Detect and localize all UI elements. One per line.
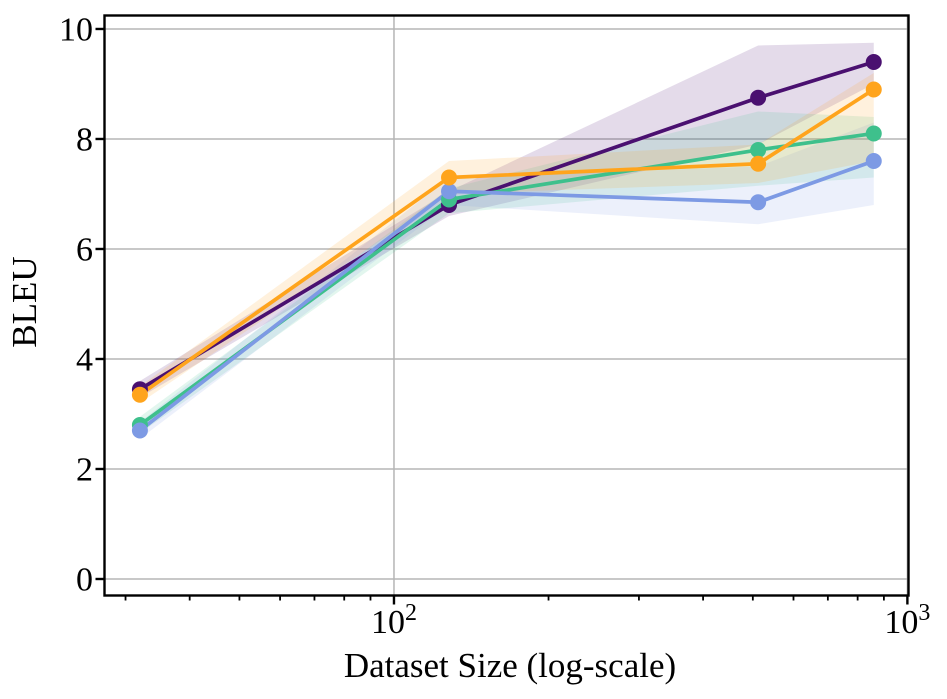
green-series-marker: [750, 141, 767, 158]
purple-series-marker: [865, 53, 882, 70]
y-tick-label: 6: [76, 231, 93, 268]
purple-series-confidence-band: [139, 42, 874, 398]
y-tick-label: 10: [59, 11, 93, 48]
x-tick-label: 102: [371, 600, 417, 641]
green-series-marker: [865, 125, 882, 142]
series-lines-layer: [138, 60, 876, 433]
y-tick-label: 8: [76, 121, 93, 158]
orange-series-marker: [750, 155, 767, 172]
gridlines-layer: [104, 15, 909, 596]
orange-series-marker: [131, 386, 148, 403]
blue-series-marker: [131, 422, 148, 439]
orange-series-marker: [441, 169, 458, 186]
orange-series-marker: [865, 81, 882, 98]
blue-series-marker: [865, 152, 882, 169]
orange-series-confidence-band: [139, 72, 874, 403]
tick-labels-layer: 0 2 4 6 8 10 102 103: [59, 11, 930, 641]
y-axis-label: BLEU: [5, 256, 44, 347]
purple-series-line: [138, 60, 876, 392]
blue-series-marker: [441, 183, 458, 200]
purple-series-marker: [750, 89, 767, 106]
y-tick-label: 0: [76, 561, 93, 598]
orange-series-line: [138, 87, 876, 397]
data-markers-layer: [131, 53, 882, 439]
blue-series-marker: [750, 194, 767, 211]
x-tick-label: 103: [884, 600, 930, 641]
plot-border: [103, 14, 910, 597]
blue-series-line: [138, 159, 876, 433]
x-axis-label: Dataset Size (log-scale): [344, 646, 676, 685]
y-tick-label: 4: [76, 341, 93, 378]
y-tick-label: 2: [76, 451, 93, 488]
